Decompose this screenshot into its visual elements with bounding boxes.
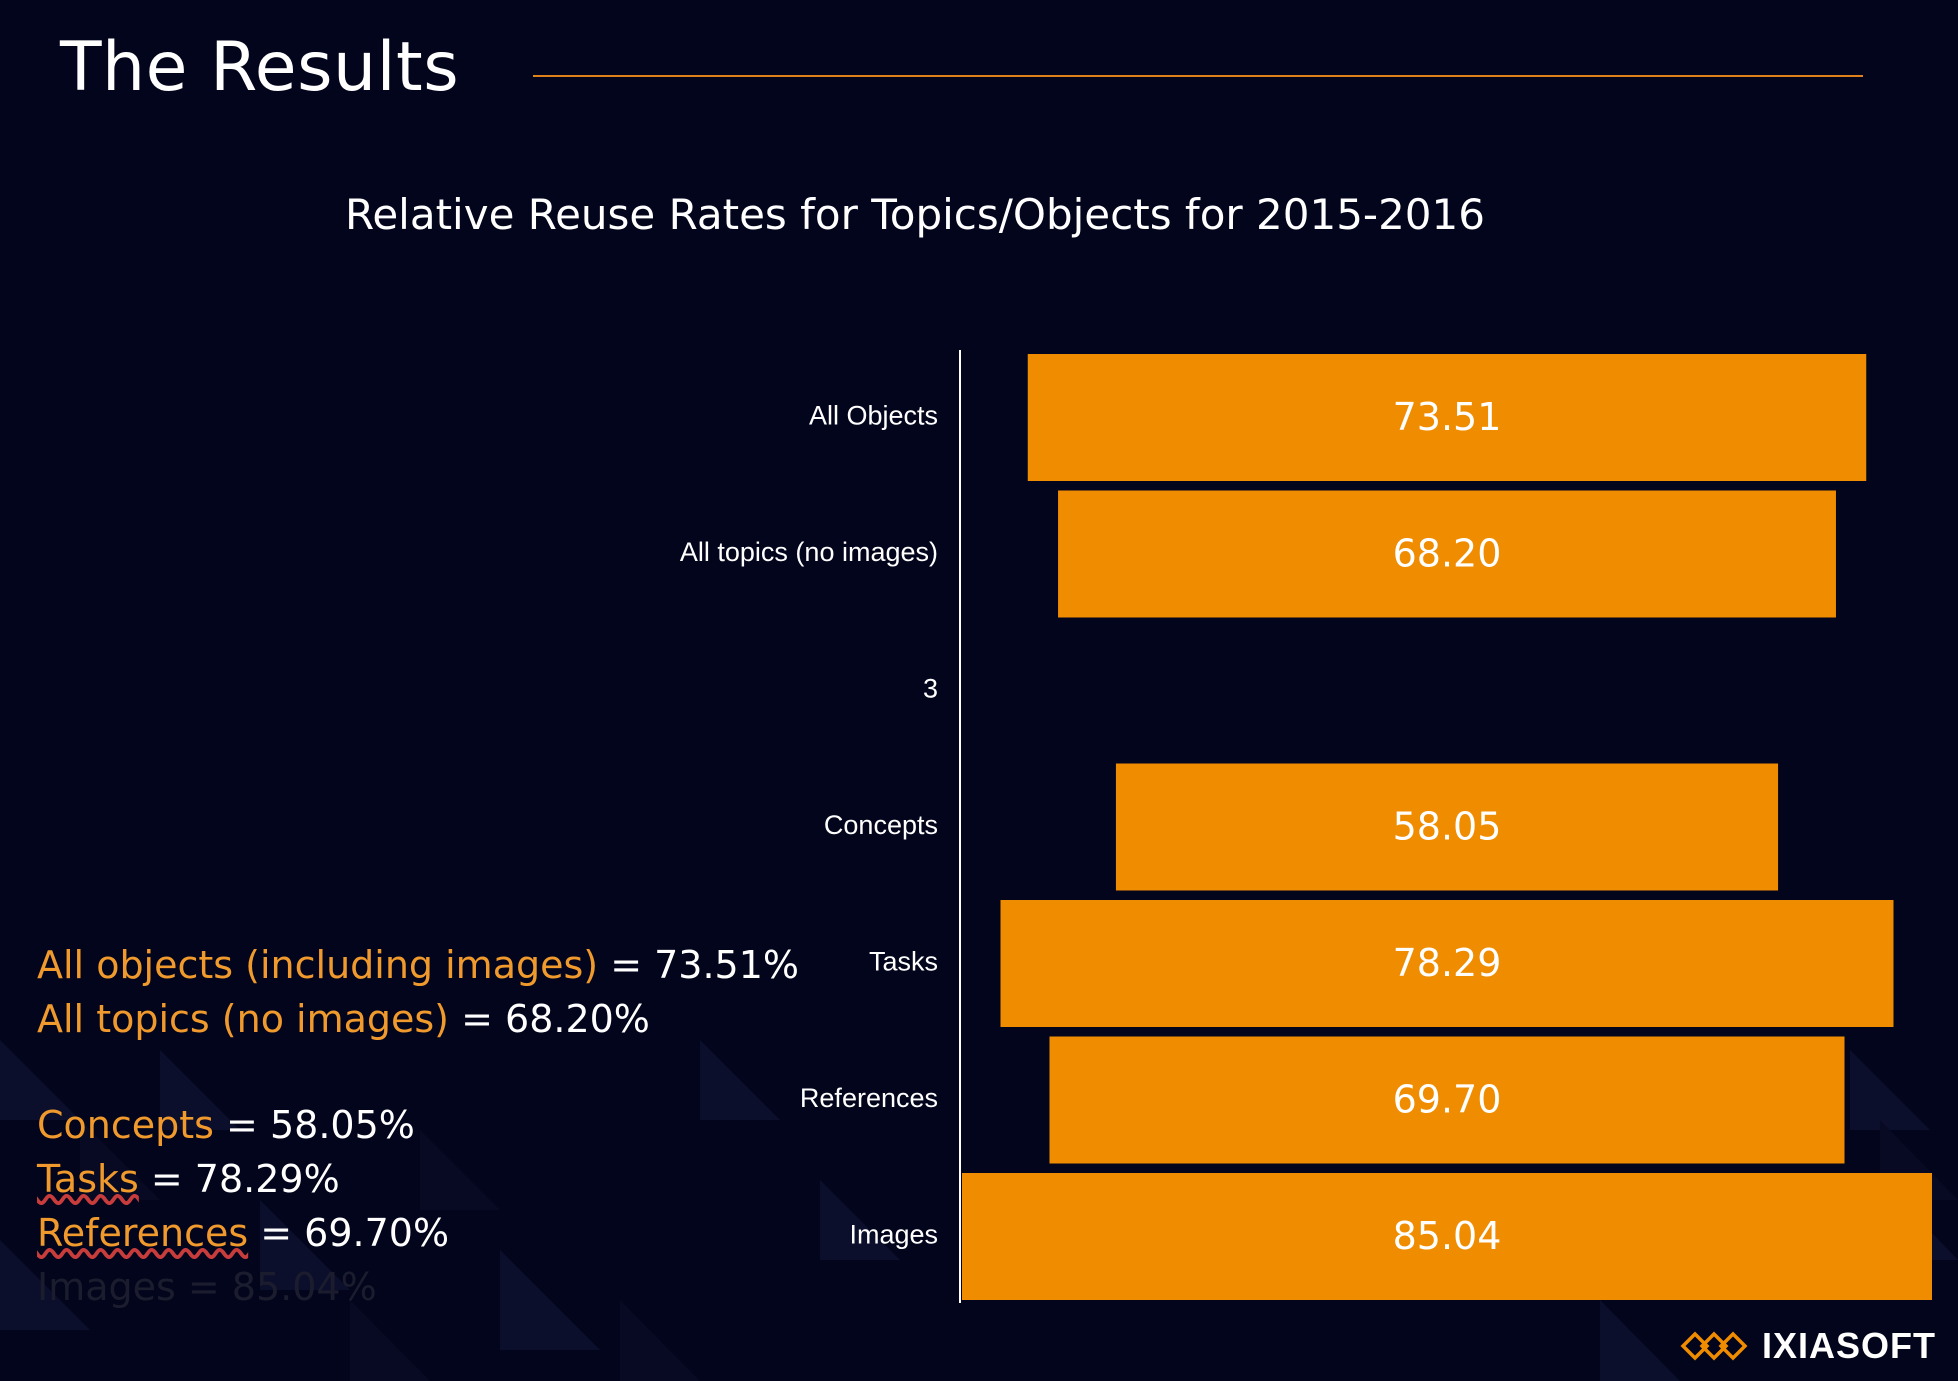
summary-value: = 58.05% <box>213 1103 415 1147</box>
summary-row: Concepts = 58.05% <box>37 1098 799 1152</box>
ixiasoft-logo-icon <box>1680 1331 1748 1361</box>
category-label: Images <box>849 1220 938 1250</box>
brand-name: IXIASOFT <box>1761 1325 1936 1366</box>
bar-value-label: 69.70 <box>1393 1078 1502 1122</box>
summary-gap <box>37 1046 799 1098</box>
summary-key: Images <box>37 1265 176 1309</box>
category-label: Concepts <box>824 810 938 840</box>
summary-value: = 68.20% <box>449 997 650 1041</box>
summary-value: = 69.70% <box>248 1211 450 1255</box>
chart-title: Relative Reuse Rates for Topics/Objects … <box>345 190 1485 239</box>
bar-value-label: 68.20 <box>1393 532 1502 576</box>
summary-key: Concepts <box>37 1103 214 1147</box>
category-label: References <box>800 1083 938 1113</box>
summary-row: References = 69.70% <box>37 1206 799 1260</box>
bar-value-label: 78.29 <box>1393 941 1502 985</box>
title-divider <box>533 75 1863 77</box>
summary-row: All objects (including images) = 73.51% <box>37 938 799 992</box>
brand-logo: IXIASOFT <box>1680 1325 1936 1367</box>
bar <box>1000 900 1894 1027</box>
bar <box>1115 763 1779 891</box>
summary-key: Tasks <box>37 1157 139 1201</box>
bar <box>1049 1036 1845 1164</box>
bar-value-label: 85.04 <box>1393 1214 1502 1258</box>
bar <box>962 1173 1932 1300</box>
summary-value: = 73.51% <box>598 943 800 987</box>
summary-value: = 78.29% <box>138 1157 340 1201</box>
summary-key: References <box>37 1211 249 1255</box>
summary-value: = 85.04% <box>175 1265 377 1309</box>
category-label: 3 <box>923 674 938 704</box>
category-label: All topics (no images) <box>680 537 938 567</box>
category-label: Tasks <box>869 947 938 977</box>
summary-row: Tasks = 78.29% <box>37 1152 799 1206</box>
bar-value-label: 73.51 <box>1393 395 1502 439</box>
summary-row: Images = 85.04% <box>37 1260 799 1314</box>
bar <box>1058 490 1836 618</box>
summary-key: All topics (no images) <box>37 997 450 1041</box>
bar-value-label: 58.05 <box>1393 805 1502 849</box>
category-label: All Objects <box>809 401 938 431</box>
bar <box>1027 354 1867 481</box>
summary-key: All objects (including images) <box>37 943 599 987</box>
summary-row: All topics (no images) = 68.20% <box>37 992 799 1046</box>
summary-list: All objects (including images) = 73.51% A… <box>37 938 799 1314</box>
slide-title: The Results <box>60 28 460 107</box>
